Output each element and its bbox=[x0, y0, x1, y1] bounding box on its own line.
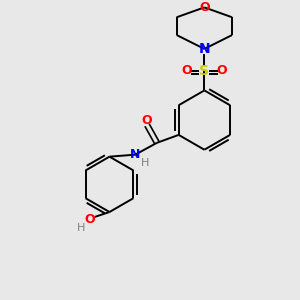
Text: O: O bbox=[181, 64, 192, 77]
Text: H: H bbox=[76, 223, 85, 233]
Text: O: O bbox=[142, 114, 152, 127]
Text: S: S bbox=[200, 64, 209, 78]
Text: H: H bbox=[141, 158, 149, 168]
Text: O: O bbox=[199, 1, 210, 14]
Text: N: N bbox=[199, 42, 210, 56]
Text: N: N bbox=[130, 148, 140, 161]
Text: O: O bbox=[217, 64, 227, 77]
Text: O: O bbox=[84, 213, 95, 226]
